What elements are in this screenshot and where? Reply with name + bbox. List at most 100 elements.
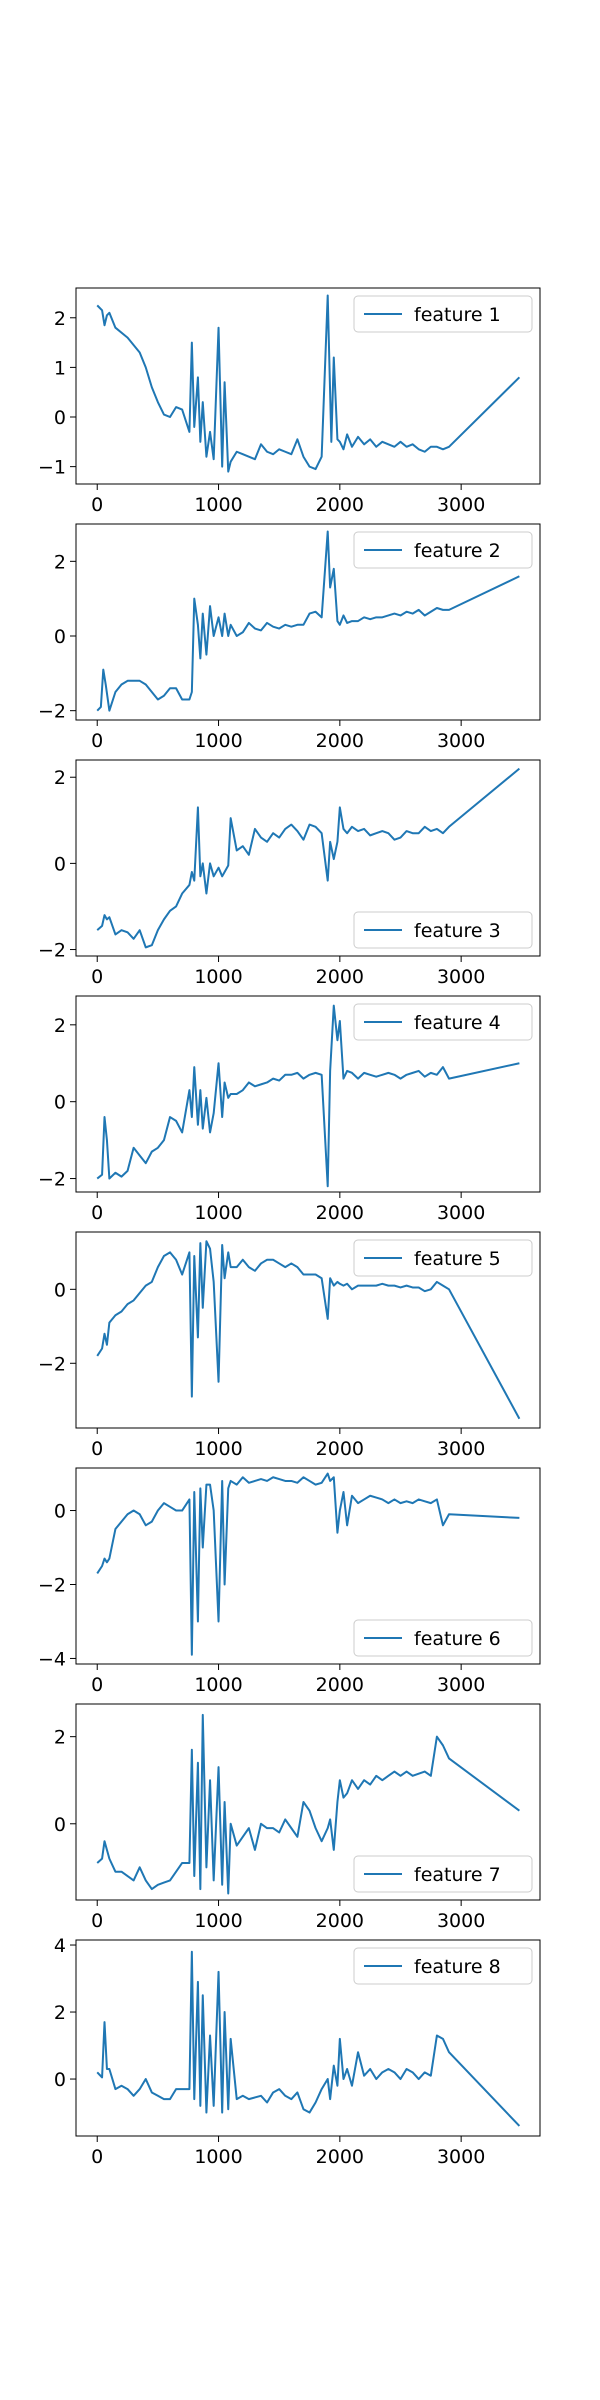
legend: feature 8 — [353, 1947, 533, 1985]
x-tick-label: 1000 — [194, 966, 242, 988]
x-tick-label: 3000 — [437, 730, 485, 752]
y-tick-label: 1 — [54, 357, 66, 379]
legend-box — [353, 1947, 533, 1985]
x-tick-label: 1000 — [194, 730, 242, 752]
y-tick-label: 2 — [54, 1727, 66, 1749]
y-tick-label: 0 — [54, 1814, 66, 1836]
legend-label: feature 7 — [414, 1864, 501, 1886]
chart-panel-6: 0 1000 2000 3000 −4 −2 0 feature 6 — [38, 1467, 541, 1696]
axes-frame — [75, 1467, 541, 1665]
legend: feature 3 — [353, 911, 533, 949]
x-tick-label: 2000 — [316, 1910, 364, 1932]
x-tick-label: 1000 — [194, 1202, 242, 1224]
chart-panel-1: 0 1000 2000 3000 −1 0 1 2 feature 1 — [38, 287, 541, 516]
y-tick-label: −2 — [38, 940, 66, 962]
y-tick-label: −2 — [38, 1169, 66, 1191]
legend: feature 6 — [353, 1619, 533, 1657]
y-tick-label: 0 — [54, 1279, 66, 1301]
x-tick-label: 3000 — [437, 494, 485, 516]
y-tick-label: 2 — [54, 1015, 66, 1037]
x-tick-label: 0 — [91, 730, 103, 752]
legend-box — [353, 531, 533, 569]
x-tick-label: 2000 — [316, 1202, 364, 1224]
y-tick-label: −4 — [38, 1648, 66, 1670]
x-tick-label: 0 — [91, 2146, 103, 2168]
axes-frame — [75, 759, 541, 957]
legend-box — [353, 295, 533, 333]
series-line-7-1 — [96, 1713, 520, 1895]
y-tick-label: 0 — [54, 626, 66, 648]
y-tick-label: 0 — [54, 1092, 66, 1114]
series-line-3-1 — [96, 767, 521, 949]
y-tick-label: 0 — [54, 1501, 66, 1523]
legend: feature 2 — [353, 531, 533, 569]
chart-panel-2: 0 1000 2000 3000 −2 0 2 feature 2 — [38, 523, 541, 752]
x-tick-label: 1000 — [194, 494, 242, 516]
x-tick-label: 2000 — [316, 966, 364, 988]
axes-frame — [75, 995, 541, 1193]
chart-panel-7: 0 1000 2000 3000 0 2 feature 7 — [54, 1703, 541, 1932]
x-tick-label: 2000 — [316, 2146, 364, 2168]
y-tick-label: 4 — [54, 1935, 66, 1957]
chart-panel-4: 0 1000 2000 3000 −2 0 2 feature 4 — [38, 995, 541, 1224]
x-tick-label: 3000 — [437, 1202, 485, 1224]
legend-label: feature 1 — [414, 304, 501, 326]
y-tick-label: 0 — [54, 407, 66, 429]
y-tick-label: −2 — [38, 1574, 66, 1596]
axes-frame — [75, 1703, 541, 1901]
x-tick-label: 1000 — [194, 1438, 242, 1460]
legend-box — [353, 1855, 533, 1893]
y-tick-label: 2 — [54, 308, 66, 330]
x-tick-label: 2000 — [316, 730, 364, 752]
legend-label: feature 3 — [414, 920, 501, 942]
series-line-2-1 — [96, 530, 520, 712]
legend: feature 4 — [353, 1003, 533, 1041]
series-line-8-1 — [96, 1950, 521, 2127]
chart-panel-3: 0 1000 2000 3000 −2 0 2 feature 3 — [38, 759, 541, 988]
x-tick-label: 2000 — [316, 1438, 364, 1460]
x-tick-label: 1000 — [194, 1910, 242, 1932]
y-tick-label: 2 — [54, 551, 66, 573]
chart-panel-5: 0 1000 2000 3000 −2 0 feature 5 — [38, 1231, 541, 1460]
x-tick-label: 1000 — [194, 1674, 242, 1696]
chart-panel-8: 0 1000 2000 3000 0 2 4 feature 8 — [54, 1935, 541, 2168]
x-tick-label: 3000 — [437, 966, 485, 988]
x-tick-label: 0 — [91, 1438, 103, 1460]
series-line-5-1 — [96, 1240, 521, 1420]
y-tick-label: −1 — [38, 457, 66, 479]
x-tick-label: 2000 — [316, 1674, 364, 1696]
axes-frame — [75, 287, 541, 485]
x-tick-label: 2000 — [316, 494, 364, 516]
x-tick-label: 3000 — [437, 2146, 485, 2168]
x-tick-label: 0 — [91, 966, 103, 988]
series-line-6-1 — [96, 1472, 520, 1656]
legend-label: feature 8 — [414, 1956, 501, 1978]
legend-label: feature 4 — [414, 1012, 501, 1034]
y-tick-label: −2 — [38, 701, 66, 723]
x-tick-label: 1000 — [194, 2146, 242, 2168]
legend: feature 1 — [353, 295, 533, 333]
x-tick-label: 3000 — [437, 1674, 485, 1696]
x-tick-label: 3000 — [437, 1910, 485, 1932]
x-tick-label: 0 — [91, 494, 103, 516]
legend: feature 7 — [353, 1855, 533, 1893]
legend-label: feature 2 — [414, 540, 501, 562]
x-tick-label: 0 — [91, 1674, 103, 1696]
legend: feature 5 — [353, 1239, 533, 1277]
legend-label: feature 6 — [414, 1628, 501, 1650]
series-line-4-1 — [96, 1004, 520, 1188]
legend-box — [353, 911, 533, 949]
x-tick-label: 0 — [91, 1910, 103, 1932]
axes-frame — [75, 1939, 541, 2137]
x-tick-label: 3000 — [437, 1438, 485, 1460]
y-tick-label: 0 — [54, 2069, 66, 2091]
legend-box — [353, 1619, 533, 1657]
y-tick-label: 2 — [54, 767, 66, 789]
y-tick-label: −2 — [38, 1353, 66, 1375]
legend-box — [353, 1003, 533, 1041]
series-line-1-1 — [96, 294, 521, 473]
x-tick-label: 0 — [91, 1202, 103, 1224]
y-tick-label: 0 — [54, 853, 66, 875]
axes-frame — [75, 1231, 541, 1429]
